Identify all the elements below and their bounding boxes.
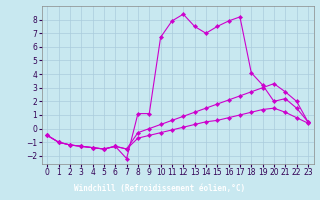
Text: Windchill (Refroidissement éolien,°C): Windchill (Refroidissement éolien,°C)	[75, 184, 245, 194]
